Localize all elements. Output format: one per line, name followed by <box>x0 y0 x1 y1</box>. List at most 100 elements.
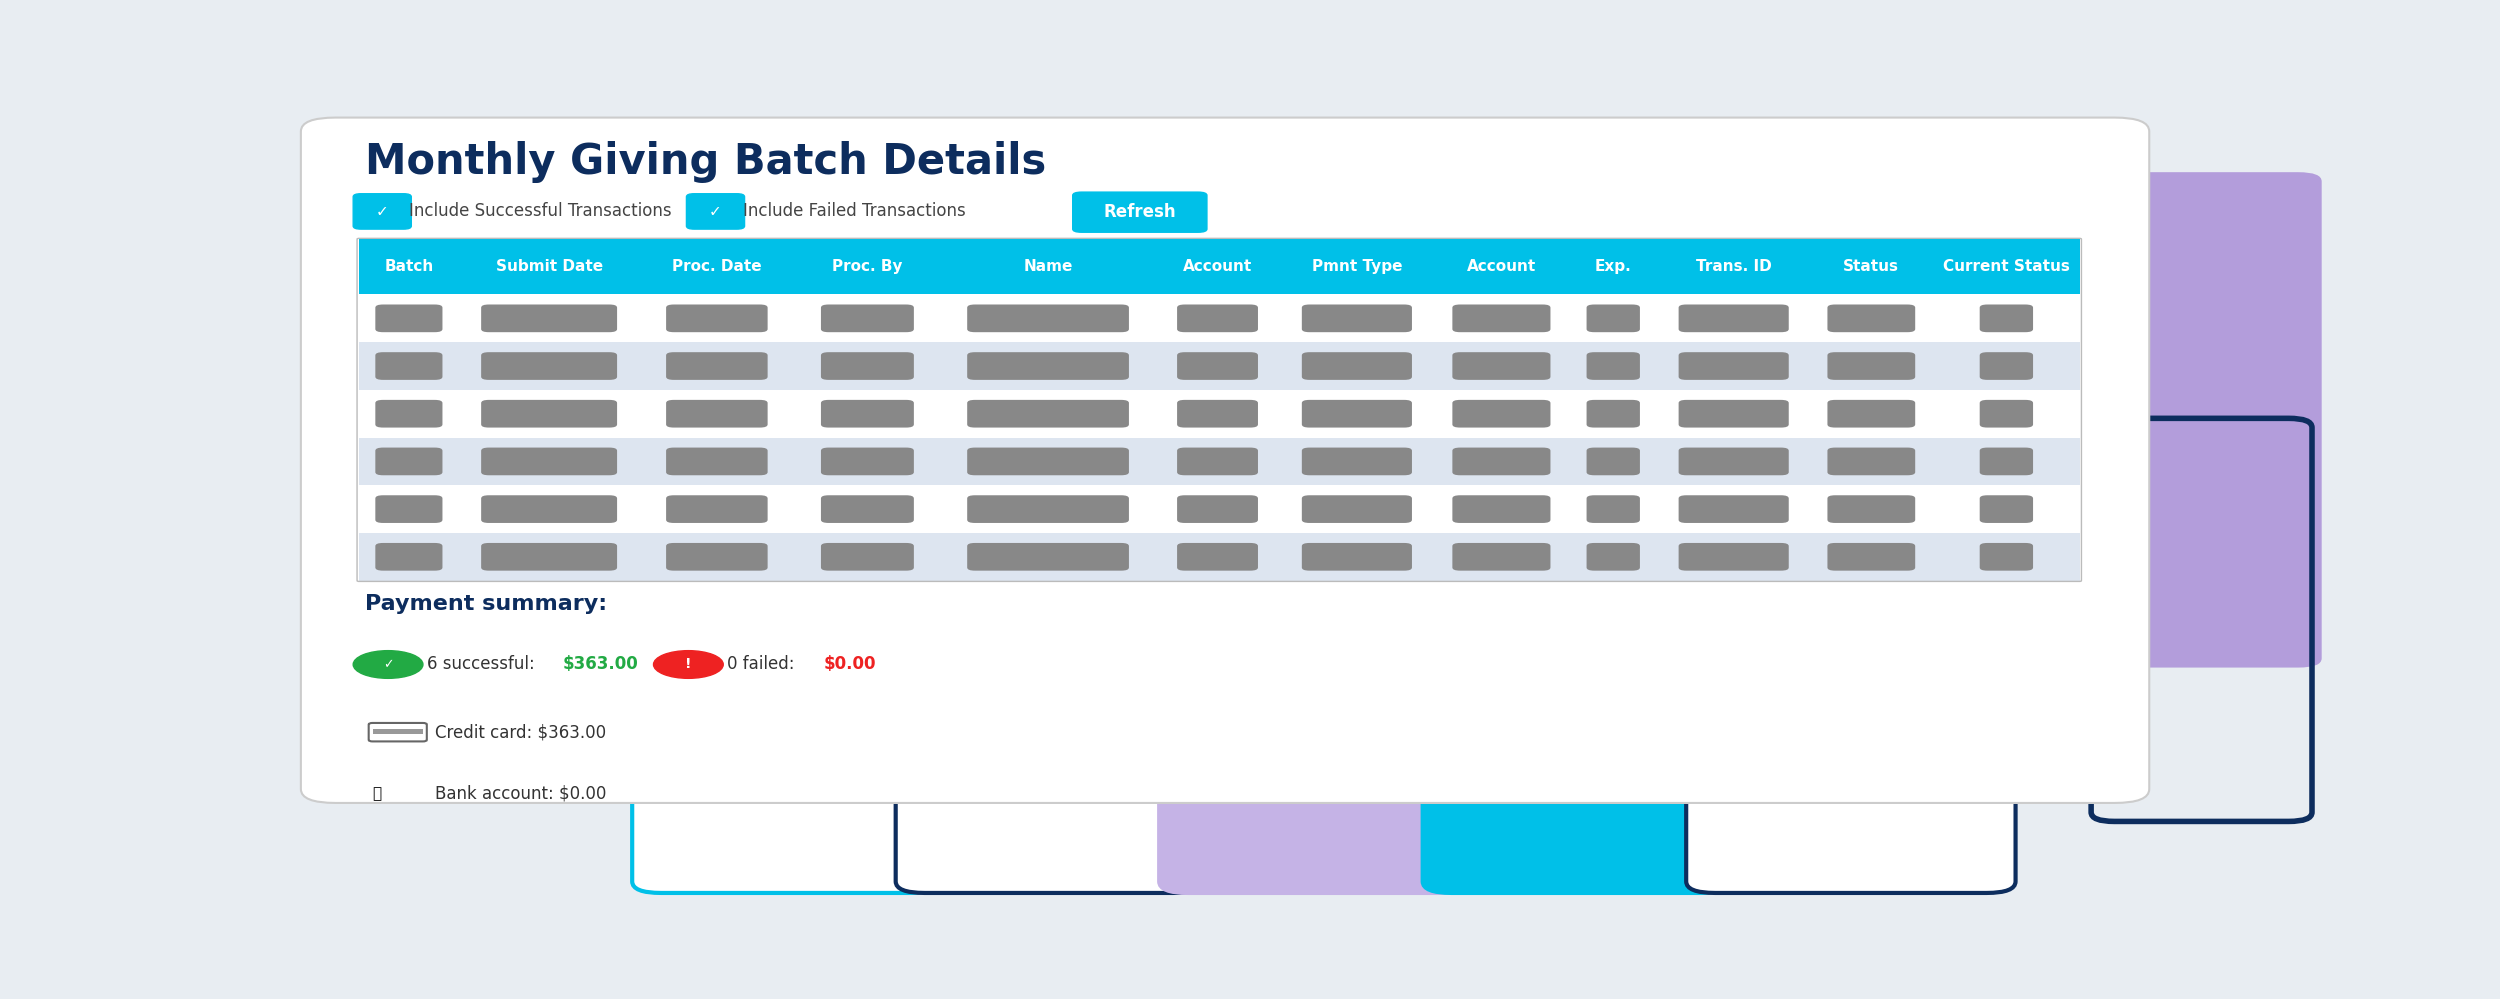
FancyBboxPatch shape <box>1678 496 1787 522</box>
FancyBboxPatch shape <box>1302 542 1412 570</box>
FancyBboxPatch shape <box>665 542 768 570</box>
Text: Payment summary:: Payment summary: <box>365 594 608 614</box>
FancyBboxPatch shape <box>665 448 768 476</box>
FancyBboxPatch shape <box>820 448 915 476</box>
FancyBboxPatch shape <box>375 448 442 476</box>
FancyBboxPatch shape <box>968 448 1130 476</box>
FancyBboxPatch shape <box>1452 542 1550 570</box>
FancyBboxPatch shape <box>360 390 2080 438</box>
FancyBboxPatch shape <box>968 305 1130 333</box>
FancyBboxPatch shape <box>1980 542 2032 570</box>
FancyBboxPatch shape <box>1452 400 1550 428</box>
FancyBboxPatch shape <box>360 343 2080 390</box>
FancyBboxPatch shape <box>1828 353 1915 380</box>
FancyBboxPatch shape <box>1302 305 1412 333</box>
FancyBboxPatch shape <box>360 532 2080 580</box>
FancyBboxPatch shape <box>360 239 2080 295</box>
FancyBboxPatch shape <box>1452 496 1550 522</box>
FancyBboxPatch shape <box>1678 448 1787 476</box>
FancyBboxPatch shape <box>1980 353 2032 380</box>
Text: Pmnt Type: Pmnt Type <box>1312 260 1402 275</box>
FancyBboxPatch shape <box>480 448 618 476</box>
Text: $363.00: $363.00 <box>562 655 638 673</box>
FancyBboxPatch shape <box>1588 448 1640 476</box>
FancyBboxPatch shape <box>1452 305 1550 333</box>
FancyBboxPatch shape <box>375 305 442 333</box>
Text: Exp.: Exp. <box>1595 260 1632 275</box>
FancyBboxPatch shape <box>375 542 442 570</box>
FancyBboxPatch shape <box>1828 448 1915 476</box>
FancyBboxPatch shape <box>480 542 618 570</box>
FancyBboxPatch shape <box>360 438 2080 486</box>
FancyBboxPatch shape <box>1980 496 2032 522</box>
FancyBboxPatch shape <box>360 295 2080 343</box>
Text: !: ! <box>685 657 692 671</box>
FancyBboxPatch shape <box>1422 670 1730 893</box>
FancyBboxPatch shape <box>1588 496 1640 522</box>
FancyBboxPatch shape <box>1178 448 1258 476</box>
FancyBboxPatch shape <box>352 194 412 229</box>
FancyBboxPatch shape <box>1980 400 2032 428</box>
FancyBboxPatch shape <box>1685 670 2015 893</box>
FancyBboxPatch shape <box>1828 400 1915 428</box>
Text: Proc. By: Proc. By <box>832 260 902 275</box>
FancyBboxPatch shape <box>1980 448 2032 476</box>
FancyBboxPatch shape <box>375 353 442 380</box>
Text: Include Failed Transactions: Include Failed Transactions <box>742 203 965 221</box>
FancyBboxPatch shape <box>1178 496 1258 522</box>
FancyBboxPatch shape <box>820 496 915 522</box>
Text: $0.00: $0.00 <box>825 655 877 673</box>
FancyBboxPatch shape <box>820 400 915 428</box>
FancyBboxPatch shape <box>820 305 915 333</box>
FancyBboxPatch shape <box>665 400 768 428</box>
Text: Refresh: Refresh <box>1102 203 1175 221</box>
Text: Account: Account <box>1468 260 1535 275</box>
FancyBboxPatch shape <box>2120 172 2322 667</box>
FancyBboxPatch shape <box>1678 305 1787 333</box>
Circle shape <box>652 650 722 678</box>
Text: Submit Date: Submit Date <box>495 260 602 275</box>
FancyBboxPatch shape <box>632 670 938 893</box>
FancyBboxPatch shape <box>1828 542 1915 570</box>
Text: Credit card: $363.00: Credit card: $363.00 <box>435 723 605 741</box>
FancyBboxPatch shape <box>820 542 915 570</box>
Text: ✓: ✓ <box>382 658 392 671</box>
Text: Status: Status <box>1842 260 1900 275</box>
Text: 6 successful:: 6 successful: <box>428 655 540 673</box>
FancyBboxPatch shape <box>480 353 618 380</box>
FancyBboxPatch shape <box>1588 305 1640 333</box>
FancyBboxPatch shape <box>1828 496 1915 522</box>
FancyBboxPatch shape <box>895 670 1202 893</box>
FancyBboxPatch shape <box>665 353 768 380</box>
Text: Account: Account <box>1182 260 1252 275</box>
FancyBboxPatch shape <box>968 542 1130 570</box>
FancyBboxPatch shape <box>1178 542 1258 570</box>
FancyBboxPatch shape <box>820 353 915 380</box>
Text: Trans. ID: Trans. ID <box>1695 260 1772 275</box>
FancyBboxPatch shape <box>1588 400 1640 428</box>
FancyBboxPatch shape <box>1980 305 2032 333</box>
FancyBboxPatch shape <box>1828 305 1915 333</box>
FancyBboxPatch shape <box>1302 400 1412 428</box>
FancyBboxPatch shape <box>1678 353 1787 380</box>
FancyBboxPatch shape <box>1072 192 1208 233</box>
FancyBboxPatch shape <box>968 353 1130 380</box>
Text: Monthly Giving Batch Details: Monthly Giving Batch Details <box>365 141 1045 183</box>
FancyBboxPatch shape <box>480 400 618 428</box>
Text: Bank account: $0.00: Bank account: $0.00 <box>435 785 605 803</box>
Text: Proc. Date: Proc. Date <box>672 260 762 275</box>
FancyBboxPatch shape <box>1588 542 1640 570</box>
FancyBboxPatch shape <box>1678 400 1787 428</box>
Text: Batch: Batch <box>385 260 432 275</box>
Text: ✓: ✓ <box>375 204 388 219</box>
FancyBboxPatch shape <box>1302 448 1412 476</box>
FancyBboxPatch shape <box>375 496 442 522</box>
Text: 🏛: 🏛 <box>372 786 382 801</box>
FancyBboxPatch shape <box>665 305 768 333</box>
FancyBboxPatch shape <box>1178 305 1258 333</box>
FancyBboxPatch shape <box>1178 400 1258 428</box>
FancyBboxPatch shape <box>1452 448 1550 476</box>
Circle shape <box>352 650 422 678</box>
Text: ✓: ✓ <box>710 204 722 219</box>
FancyBboxPatch shape <box>1588 353 1640 380</box>
